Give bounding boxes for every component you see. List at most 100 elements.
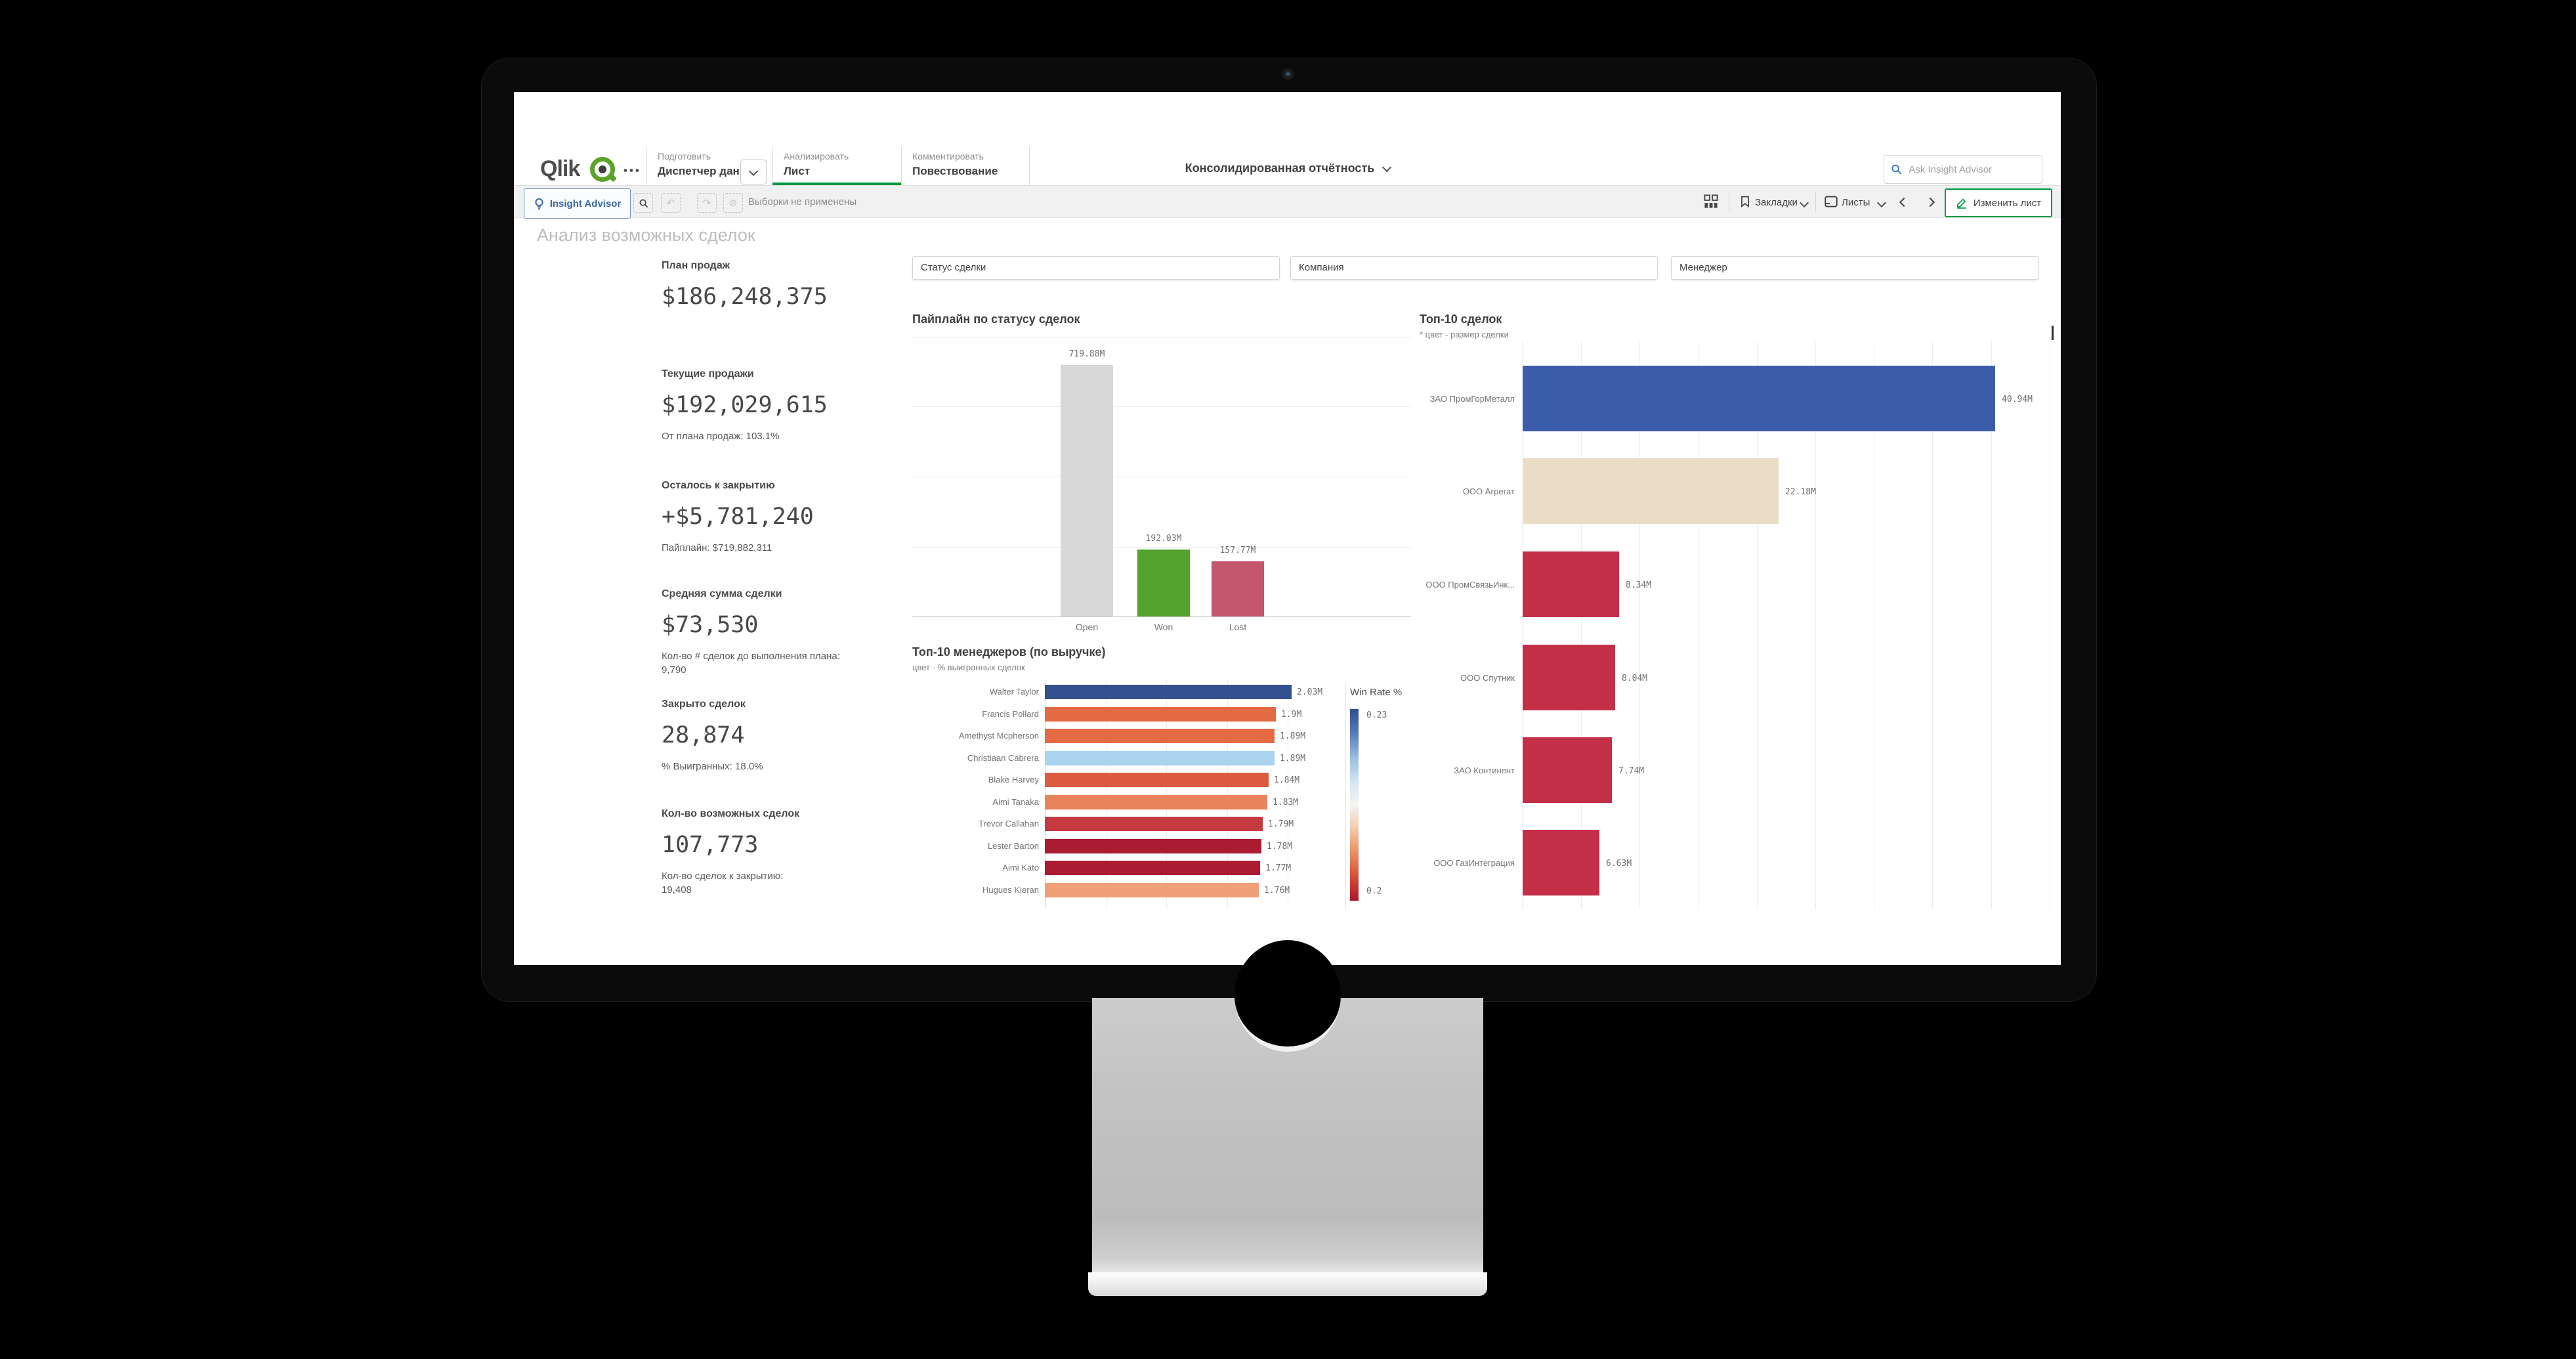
manager-bar[interactable]	[1045, 795, 1267, 809]
company-name-label: ООО ПромСвязьИнк...	[1425, 580, 1515, 590]
kpi-value: $186,248,375	[662, 284, 828, 310]
selections-toolbar	[514, 185, 2061, 218]
bar-value-label: 1.78M	[1267, 842, 1293, 852]
managers-chart-subtitle: цвет - % выигранных сделок	[912, 662, 1025, 672]
kpi-4: Средняя сумма сделки $73,530 Кол-во # сдел…	[662, 588, 911, 693]
legend-min-label: 0.2	[1366, 886, 1382, 896]
win-rate-gradient	[1350, 709, 1359, 901]
x-axis-label: Won	[1154, 622, 1173, 632]
redo-button[interactable]: ↷	[697, 193, 717, 213]
kpi-subtext: Кол-во # сделок до выполнения плана: 9,7…	[662, 651, 840, 676]
bookmarks-button[interactable]	[1739, 195, 1751, 211]
clear-selections-button[interactable]: ⊘	[723, 193, 743, 213]
gridline	[1166, 680, 1167, 908]
x-axis-line	[912, 616, 1411, 617]
kpi-value: +$5,781,240	[662, 504, 814, 530]
manager-bar[interactable]	[1045, 707, 1276, 722]
search-icon	[1891, 164, 1902, 175]
tab-narrate-item[interactable]: Повествование	[912, 165, 998, 177]
manager-bar[interactable]	[1045, 773, 1269, 787]
sheets-button[interactable]	[1825, 196, 1838, 211]
bar-lost[interactable]	[1212, 561, 1264, 616]
tab-prepare-item[interactable]: Диспетчер данн...	[658, 165, 756, 177]
tab-analyze-group: Анализировать	[784, 151, 849, 162]
undo-button[interactable]: ↶	[661, 193, 681, 213]
bar-value-label: 8.04M	[1622, 674, 1648, 683]
filter-2[interactable]: Компания	[1290, 256, 1658, 280]
chevron-down-icon	[748, 166, 759, 176]
tab-analyze-item[interactable]: Лист	[784, 165, 811, 177]
x-axis-label: Lost	[1229, 622, 1247, 632]
deal-bar[interactable]	[1523, 645, 1615, 710]
kpi-2: Текущие продажи $192,029,615 От плана прод…	[662, 368, 911, 473]
deal-bar[interactable]	[1523, 366, 1995, 431]
insight-advisor-search[interactable]	[1884, 155, 2042, 184]
manager-name-label: Hugues Kieran	[982, 885, 1039, 895]
manager-name-label: Aimi Kato	[1002, 863, 1039, 873]
company-name-label: ЗАО Континент	[1454, 766, 1515, 775]
sheets-label[interactable]: Листы	[1842, 197, 1870, 208]
manager-bar[interactable]	[1045, 729, 1275, 743]
sheet-grid-button[interactable]	[1704, 194, 1718, 212]
deal-bar[interactable]	[1523, 830, 1599, 895]
qlik-logo-icon	[590, 157, 617, 183]
bar-value-label: 192.03M	[1145, 534, 1182, 544]
manager-bar[interactable]	[1045, 861, 1260, 875]
edit-sheet-button[interactable]: Изменить лист	[1945, 188, 2052, 217]
pencil-icon	[1956, 198, 1966, 209]
search-input[interactable]	[1907, 163, 2035, 176]
pipeline-chart-title: Пайплайн по статусу сделок	[912, 313, 1080, 326]
managers-chart-title: Топ-10 менеджеров (по выручке)	[912, 645, 1106, 658]
bar-value-label: 1.77M	[1265, 863, 1292, 873]
insight-advisor-button[interactable]: Insight Advisor	[524, 188, 631, 219]
bar-value-label: 1.89M	[1280, 731, 1306, 741]
bar-value-label: 1.89M	[1280, 754, 1306, 764]
scrollbar-thumb[interactable]	[2052, 326, 2054, 340]
insight-advisor-label: Insight Advisor	[549, 198, 622, 209]
kpi-subtext: Пайплайн: $719,882,311	[662, 542, 772, 553]
app-title-dropdown[interactable]: Консолидированная отчётность	[1091, 162, 1485, 175]
smart-search-button[interactable]	[633, 193, 653, 213]
kpi-label: Средняя сумма сделки	[662, 588, 782, 599]
kpi-label: Текущие продажи	[662, 368, 754, 379]
manager-name-label: Blake Harvey	[988, 775, 1039, 785]
stand-cable-hole	[1235, 940, 1341, 1052]
gridline	[1757, 341, 1758, 909]
page-title: Анализ возможных сделок	[537, 225, 755, 245]
tab-divider	[646, 147, 647, 185]
bar-value-label: 2.03M	[1297, 687, 1323, 697]
kpi-3: Осталось к закрытию +$5,781,240 Пайплайн: …	[662, 480, 911, 585]
bookmarks-label[interactable]: Закладки	[1755, 197, 1798, 208]
bar-won[interactable]	[1137, 550, 1190, 616]
gridline	[1932, 341, 1933, 909]
manager-name-label: Walter Taylor	[989, 687, 1039, 697]
kpi-value: $73,530	[662, 612, 759, 638]
bar-value-label: 22.18M	[1785, 487, 1816, 497]
deal-bar[interactable]	[1523, 458, 1779, 524]
deal-bar[interactable]	[1523, 737, 1612, 803]
manager-bar[interactable]	[1045, 883, 1259, 897]
prepare-dropdown-button[interactable]	[740, 160, 767, 184]
manager-name-label: Lester Barton	[987, 841, 1039, 851]
manager-name-label: Francis Pollard	[982, 709, 1039, 719]
kpi-5: Закрыто сделок 28,874 % Выигранных: 18.0%	[662, 699, 911, 804]
bar-open[interactable]	[1061, 365, 1113, 616]
kpi-value: $192,029,615	[662, 392, 828, 418]
bar-value-label: 7.74M	[1618, 766, 1645, 776]
undo-icon: ↶	[666, 197, 675, 209]
manager-bar[interactable]	[1045, 685, 1292, 699]
filter-3[interactable]: Менеджер	[1671, 256, 2038, 280]
manager-bar[interactable]	[1045, 751, 1275, 766]
more-menu-icon[interactable]: •••	[623, 164, 641, 177]
manager-bar[interactable]	[1045, 839, 1261, 853]
screen	[514, 92, 2061, 965]
kpi-subtext: % Выигранных: 18.0%	[662, 761, 763, 772]
legend-divider	[1345, 683, 1346, 909]
filter-1[interactable]: Статус сделки	[912, 256, 1280, 280]
manager-bar[interactable]	[1045, 817, 1263, 831]
deal-bar[interactable]	[1523, 551, 1619, 617]
grid-icon	[1704, 194, 1718, 208]
edit-sheet-label: Изменить лист	[1973, 197, 2042, 209]
bar-value-label: 1.83M	[1273, 798, 1299, 808]
